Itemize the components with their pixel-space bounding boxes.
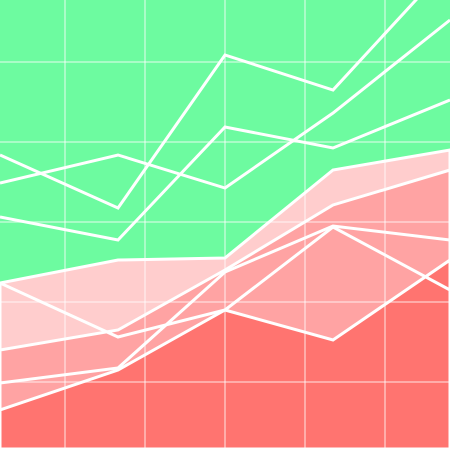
line [0, 18, 450, 190]
line [0, 0, 418, 210]
line [0, 225, 450, 339]
line [0, 98, 450, 242]
line [0, 224, 450, 385]
